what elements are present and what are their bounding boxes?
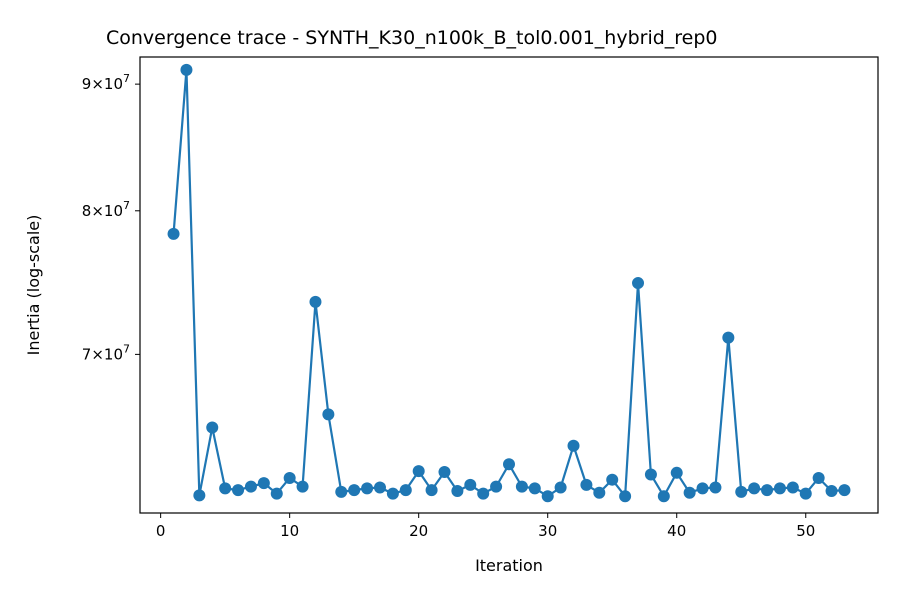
- data-point: [232, 484, 245, 497]
- data-point: [632, 277, 645, 290]
- data-point: [786, 481, 799, 494]
- data-point: [348, 484, 361, 497]
- data-point: [812, 471, 825, 484]
- data-point: [490, 480, 503, 493]
- data-point: [270, 487, 283, 500]
- data-point: [503, 458, 515, 471]
- data-point: [567, 439, 580, 452]
- data-point: [580, 478, 593, 491]
- y-tick-label: 8×107: [82, 199, 130, 220]
- y-axis: 7×107 8×107 9×107: [82, 72, 140, 363]
- data-point: [761, 484, 774, 497]
- x-tick-label: 30: [538, 522, 557, 540]
- y-tick-label: 7×107: [82, 342, 130, 363]
- data-point: [606, 473, 619, 486]
- data-point: [825, 484, 838, 497]
- plot-frame: [139, 56, 879, 514]
- data-point: [309, 295, 322, 308]
- data-point: [386, 487, 399, 500]
- plot-area: [140, 57, 878, 513]
- x-axis-label: Iteration: [475, 556, 543, 575]
- x-tick-label: 10: [280, 522, 299, 540]
- data-point: [554, 481, 567, 494]
- x-tick-label: 40: [667, 522, 686, 540]
- data-point: [709, 481, 722, 494]
- data-point: [425, 484, 438, 497]
- data-point: [515, 480, 528, 493]
- data-point: [773, 482, 786, 495]
- data-point: [412, 465, 425, 478]
- data-point: [735, 485, 748, 498]
- data-point: [838, 484, 851, 497]
- data-layer: [167, 63, 851, 503]
- y-axis-label: Inertia (log-scale): [24, 215, 43, 356]
- data-point: [244, 480, 257, 493]
- data-point: [167, 227, 180, 240]
- data-point: [257, 477, 270, 490]
- data-point: [193, 489, 206, 502]
- data-point: [283, 471, 296, 484]
- data-point: [619, 490, 632, 503]
- data-point: [593, 486, 606, 499]
- data-point: [322, 408, 335, 421]
- x-tick-label: 0: [156, 522, 166, 540]
- data-point: [373, 481, 386, 494]
- x-tick-label: 20: [409, 522, 428, 540]
- data-point: [670, 466, 683, 479]
- data-point: [541, 490, 554, 503]
- data-point: [528, 482, 541, 495]
- data-point: [361, 482, 374, 495]
- data-point: [219, 482, 232, 495]
- data-point: [657, 490, 670, 503]
- data-point: [180, 63, 193, 76]
- data-point: [644, 468, 657, 481]
- data-point: [722, 331, 735, 344]
- x-tick-label: 50: [796, 522, 815, 540]
- data-point: [683, 486, 696, 499]
- y-tick-label: 9×107: [82, 72, 130, 93]
- chart-title: Convergence trace - SYNTH_K30_n100k_B_to…: [106, 27, 718, 49]
- data-point: [399, 484, 412, 497]
- data-point: [438, 465, 451, 478]
- data-point: [464, 478, 477, 491]
- data-point: [696, 482, 709, 495]
- data-point: [296, 480, 309, 493]
- data-point: [451, 484, 464, 497]
- data-point: [748, 482, 761, 495]
- data-point: [206, 421, 219, 434]
- data-point: [799, 487, 812, 500]
- data-point: [477, 487, 490, 500]
- data-point: [335, 485, 348, 498]
- x-axis: 0 10 20 30 40 50: [156, 513, 815, 540]
